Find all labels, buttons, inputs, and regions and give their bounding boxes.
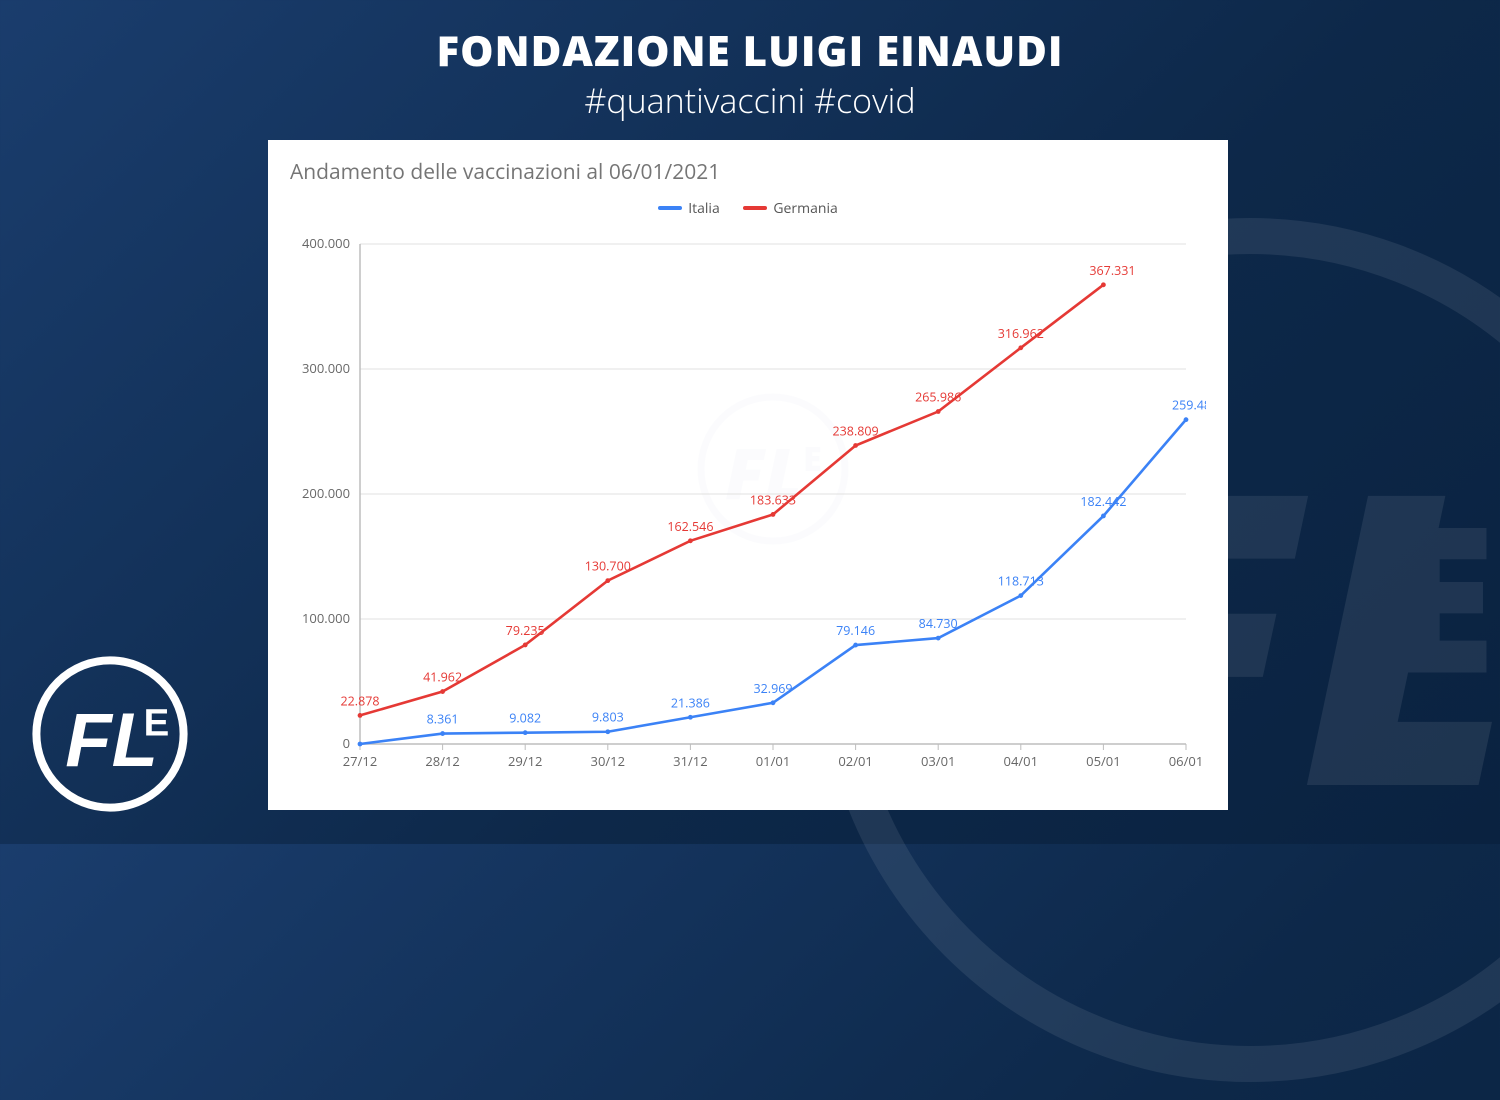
data-label-italia: 32.969 — [753, 679, 792, 696]
data-label-italia: 84.730 — [919, 615, 958, 632]
point-italia — [853, 642, 858, 647]
y-tick-label: 400.000 — [302, 234, 350, 252]
point-germania — [1018, 345, 1023, 350]
data-label-italia: 21.386 — [671, 694, 710, 711]
data-label-italia: 79.146 — [836, 622, 875, 639]
chart-legend: Italia Germania — [290, 196, 1206, 218]
point-germania — [358, 713, 363, 718]
legend-label-germania: Germania — [773, 199, 837, 218]
data-label-italia: 9.803 — [592, 708, 624, 725]
header-subtitle: #quantivaccini #covid — [0, 77, 1500, 123]
point-germania — [771, 512, 776, 517]
data-label-italia: 118.713 — [998, 572, 1044, 589]
chart-title: Andamento delle vaccinazioni al 06/01/20… — [290, 158, 1206, 186]
point-germania — [688, 538, 693, 543]
point-germania — [1101, 282, 1106, 287]
point-germania — [523, 642, 528, 647]
data-label-germania: 130.700 — [585, 557, 631, 574]
point-germania — [605, 578, 610, 583]
x-tick-label: 02/01 — [838, 752, 873, 770]
chart-plot-area: FLE 0 100.000 200.000 300.000 400.000 27/12 28/… — [290, 224, 1206, 784]
header-title: FONDAZIONE LUIGI EINAUDI — [0, 22, 1500, 79]
point-italia — [1184, 417, 1189, 422]
point-italia — [771, 700, 776, 705]
y-tick-label: 0 — [343, 734, 350, 752]
data-label-italia: 182.442 — [1080, 492, 1126, 509]
data-label-germania: 22.878 — [340, 692, 379, 709]
point-italia — [358, 741, 363, 746]
data-label-germania: 79.235 — [506, 621, 545, 638]
x-tick-label: 04/01 — [1004, 752, 1039, 770]
svg-text:E: E — [144, 702, 170, 745]
data-label-germania: 265.986 — [915, 388, 961, 405]
point-germania — [853, 443, 858, 448]
legend-label-italia: Italia — [688, 199, 720, 218]
chart-svg: FLE 0 100.000 200.000 300.000 400.000 27/12 28/… — [290, 224, 1206, 784]
svg-text:E: E — [1385, 458, 1496, 733]
point-italia — [1018, 593, 1023, 598]
point-italia — [440, 731, 445, 736]
x-tick-label: 30/12 — [591, 752, 626, 770]
x-tick-label: 05/01 — [1086, 752, 1121, 770]
data-label-germania: 183.633 — [750, 491, 796, 508]
legend-swatch-italia — [658, 206, 682, 210]
corner-logo: FL E — [30, 654, 190, 814]
x-tick-label: 29/12 — [508, 752, 542, 770]
data-label-germania: 238.809 — [833, 422, 879, 439]
svg-text:E: E — [803, 435, 822, 481]
data-label-germania: 41.962 — [423, 668, 462, 685]
data-label-germania: 162.546 — [667, 517, 713, 534]
legend-item-italia: Italia — [658, 199, 720, 218]
point-germania — [440, 689, 445, 694]
page-header: FONDAZIONE LUIGI EINAUDI #quantivaccini … — [0, 0, 1500, 123]
data-label-germania: 316.962 — [998, 324, 1044, 341]
point-italia — [936, 635, 941, 640]
point-italia — [688, 714, 693, 719]
x-tick-label: 06/01 — [1169, 752, 1204, 770]
point-italia — [605, 729, 610, 734]
legend-item-germania: Germania — [743, 199, 837, 218]
data-label-germania: 367.331 — [1089, 261, 1135, 278]
chart-panel: Andamento delle vaccinazioni al 06/01/20… — [268, 140, 1228, 810]
chart-watermark-logo: FLE — [701, 397, 845, 541]
legend-swatch-germania — [743, 206, 767, 210]
y-tick-label: 100.000 — [302, 609, 350, 627]
x-tick-label: 31/12 — [673, 752, 708, 770]
point-italia — [1101, 513, 1106, 518]
x-tick-label: 27/12 — [343, 752, 378, 770]
y-tick-label: 200.000 — [302, 484, 350, 502]
x-tick-label: 28/12 — [425, 752, 460, 770]
data-label-italia: 259.481 — [1172, 396, 1206, 413]
data-label-italia: 8.361 — [427, 710, 459, 727]
y-tick-label: 300.000 — [302, 359, 350, 377]
x-tick-label: 03/01 — [921, 752, 956, 770]
x-tick-label: 01/01 — [756, 752, 791, 770]
point-italia — [523, 730, 528, 735]
data-label-italia: 9.082 — [509, 709, 541, 726]
point-germania — [936, 409, 941, 414]
